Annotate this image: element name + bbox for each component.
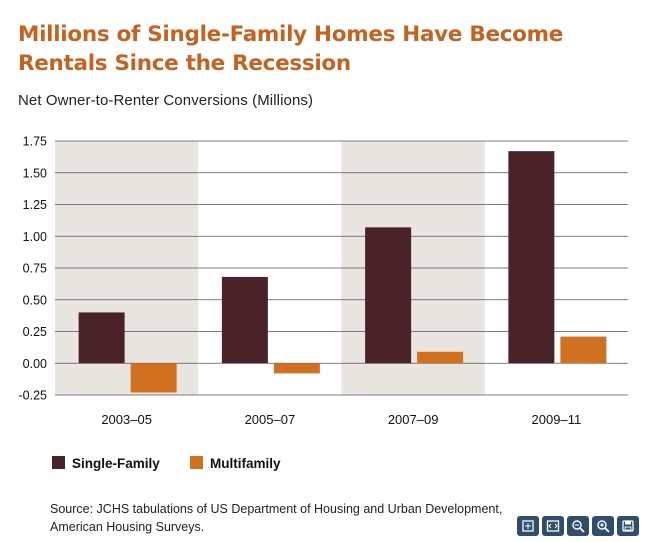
zoom-in-button[interactable] <box>592 516 614 536</box>
chart-title: Millions of Single-Family Homes Have Bec… <box>18 20 628 78</box>
fullscreen-icon <box>522 520 534 532</box>
chart-title-line-2: Rentals Since the Recession <box>18 51 351 76</box>
bar-chart: -0.25 0.00 0.25 0.50 0.75 1.00 1.25 1.50 1.75 20… <box>19 135 628 471</box>
y-axis-title: Net Owner-to-Renter Conversions (Million… <box>18 92 314 109</box>
x-category-label: 2009–11 <box>532 412 582 427</box>
bar-multifamily-3 <box>560 336 607 364</box>
legend: Single-Family Multifamily <box>52 456 281 471</box>
bar-single-family-3 <box>508 151 555 364</box>
bar-multifamily-2 <box>417 351 464 364</box>
save-icon <box>622 520 634 532</box>
source-note: Source: JCHS tabulations of US Departmen… <box>50 502 503 534</box>
legend-swatch-1 <box>190 456 203 469</box>
bar-single-family-2 <box>365 227 412 364</box>
y-tick-label: 1.25 <box>23 198 47 212</box>
viewer-toolbar <box>517 516 639 536</box>
y-tick-label: 1.50 <box>23 166 47 180</box>
y-tick-label: 1.00 <box>23 230 47 244</box>
bar-single-family-1 <box>221 276 268 364</box>
fit-width-button[interactable] <box>542 516 564 536</box>
zoom-out-icon <box>572 520 585 533</box>
bar-multifamily-0 <box>130 363 177 393</box>
x-category-label: 2005–07 <box>245 412 296 427</box>
y-tick-label: 0.50 <box>23 293 47 307</box>
y-tick-label: 0.75 <box>23 262 47 276</box>
fit-width-icon <box>546 520 560 532</box>
zoom-in-icon <box>597 520 610 533</box>
chart-title-line-1: Millions of Single-Family Homes Have Bec… <box>18 22 564 47</box>
y-tick-label: 0.00 <box>23 357 47 371</box>
y-tick-label: -0.25 <box>19 389 48 403</box>
legend-swatch-0 <box>52 456 65 469</box>
bar-single-family-0 <box>78 312 125 364</box>
legend-label-0: Single-Family <box>72 456 160 471</box>
zoom-out-button[interactable] <box>567 516 589 536</box>
save-button[interactable] <box>617 516 639 536</box>
y-tick-label: 0.25 <box>23 325 47 339</box>
y-axis-ticks: -0.25 0.00 0.25 0.50 0.75 1.00 1.25 1.50 1.75 <box>19 135 48 403</box>
legend-label-1: Multifamily <box>210 456 281 471</box>
bars <box>78 151 607 393</box>
x-category-label: 2003–05 <box>101 412 152 427</box>
x-axis-categories: 2003–05 2005–07 2007–09 2009–11 <box>101 412 581 427</box>
bar-multifamily-1 <box>273 363 320 374</box>
x-category-label: 2007–09 <box>388 412 439 427</box>
fullscreen-button[interactable] <box>517 516 539 536</box>
y-tick-label: 1.75 <box>23 135 47 149</box>
